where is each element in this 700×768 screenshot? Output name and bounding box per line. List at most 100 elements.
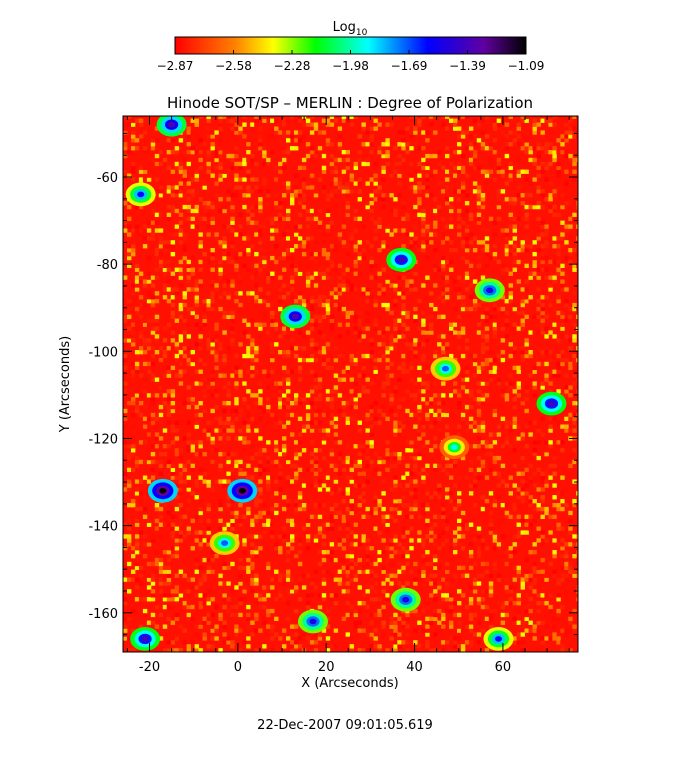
chart-title: Hinode SOT/SP – MERLIN : Degree of Polar…	[167, 94, 533, 112]
heatmap-cell	[238, 275, 243, 280]
heatmap-cell	[381, 240, 386, 245]
heatmap-cell	[226, 640, 231, 645]
heatmap-cell	[166, 287, 172, 292]
heatmap-cell	[361, 248, 366, 253]
heatmap-cell	[393, 506, 398, 512]
heatmap-cell	[238, 342, 243, 347]
heatmap-cell	[174, 185, 180, 190]
heatmap-cell	[242, 263, 247, 269]
heatmap-cell	[325, 636, 331, 641]
heatmap-cell	[150, 432, 156, 437]
heatmap-cell	[266, 161, 271, 167]
heatmap-cell	[158, 581, 164, 586]
heatmap-cell	[441, 514, 446, 520]
heatmap-cell	[317, 636, 323, 641]
heatmap-cell	[202, 295, 207, 300]
heatmap-cell	[445, 487, 450, 492]
heatmap-cell	[290, 236, 295, 241]
heatmap-cell	[190, 452, 195, 457]
heatmap-cell	[178, 522, 184, 527]
heatmap-cell	[345, 601, 350, 606]
heatmap-cell	[222, 244, 227, 249]
heatmap-cell	[524, 483, 529, 488]
heatmap-cell	[536, 503, 541, 508]
heatmap-cell	[282, 157, 287, 163]
heatmap-cell	[194, 279, 199, 284]
heatmap-cell	[258, 389, 263, 394]
heatmap-cell	[488, 616, 494, 622]
heatmap-cell	[286, 146, 291, 151]
heatmap-cell	[246, 506, 251, 512]
heatmap-cell	[282, 628, 287, 633]
heatmap-cell	[301, 334, 307, 339]
heatmap-cell	[484, 503, 490, 508]
heatmap-cell	[178, 302, 184, 308]
heatmap-cell	[278, 322, 283, 327]
heatmap-cell	[250, 550, 255, 555]
heatmap-cell	[445, 538, 450, 543]
heatmap-cell	[457, 314, 462, 320]
heatmap-cell	[329, 514, 335, 520]
heatmap-cell	[309, 255, 315, 261]
heatmap-cell	[337, 142, 343, 147]
heatmap-cell	[202, 361, 207, 367]
heatmap-cell	[222, 291, 227, 296]
heatmap-cell	[496, 193, 502, 198]
heatmap-cell	[158, 557, 164, 563]
heatmap-cell	[206, 565, 211, 571]
heatmap-cell	[123, 165, 128, 171]
heatmap-cell	[258, 259, 263, 265]
heatmap-cell	[198, 593, 203, 598]
heatmap-cell	[508, 161, 513, 167]
heatmap-cell	[492, 220, 498, 225]
heatmap-cell	[492, 252, 498, 257]
heatmap-cell	[214, 624, 219, 629]
heatmap-cell	[397, 632, 402, 637]
heatmap-cell	[198, 216, 203, 222]
heatmap-cell	[357, 471, 362, 476]
heatmap-cell	[484, 440, 490, 445]
heatmap-cell	[134, 393, 140, 398]
heatmap-cell	[405, 314, 410, 320]
heatmap-cell	[123, 287, 128, 292]
heatmap-cell	[476, 475, 482, 480]
heatmap-cell	[385, 193, 390, 198]
heatmap-cell	[508, 353, 513, 359]
heatmap-cell	[532, 240, 537, 245]
heatmap-cell	[190, 279, 195, 284]
heatmap-cell	[234, 122, 239, 127]
heatmap-cell	[353, 389, 358, 394]
heatmap-cell	[333, 593, 339, 598]
heatmap-cell	[345, 510, 350, 516]
heatmap-cell	[142, 177, 148, 182]
heatmap-cell	[325, 150, 331, 155]
heatmap-cell	[218, 506, 223, 512]
heatmap-cell	[162, 193, 168, 198]
heatmap-cell	[321, 271, 327, 276]
heatmap-cell	[409, 161, 414, 167]
heatmap-cell	[397, 287, 402, 292]
heatmap-cell	[158, 506, 164, 512]
heatmap-cell	[536, 310, 541, 316]
heatmap-cell	[333, 134, 339, 139]
heatmap-cell	[186, 161, 191, 167]
heatmap-cell	[186, 397, 191, 402]
heatmap-cell	[449, 208, 454, 214]
heatmap-cell	[134, 369, 140, 374]
heatmap-cell	[313, 471, 319, 476]
heatmap-cell	[329, 401, 335, 406]
heatmap-cell	[146, 291, 152, 296]
heatmap-cell	[345, 565, 350, 571]
heatmap-cell	[425, 440, 430, 445]
heatmap-cell	[492, 330, 498, 335]
heatmap-cell	[472, 208, 478, 214]
heatmap-cell	[492, 459, 498, 465]
heatmap-cell	[258, 546, 263, 551]
heatmap-cell	[250, 177, 255, 182]
heatmap-cell	[536, 506, 541, 512]
heatmap-cell	[158, 565, 164, 571]
heatmap-cell	[433, 463, 438, 469]
heatmap-cell	[492, 255, 498, 261]
heatmap-cell	[341, 157, 347, 163]
heatmap-cell	[520, 146, 525, 151]
